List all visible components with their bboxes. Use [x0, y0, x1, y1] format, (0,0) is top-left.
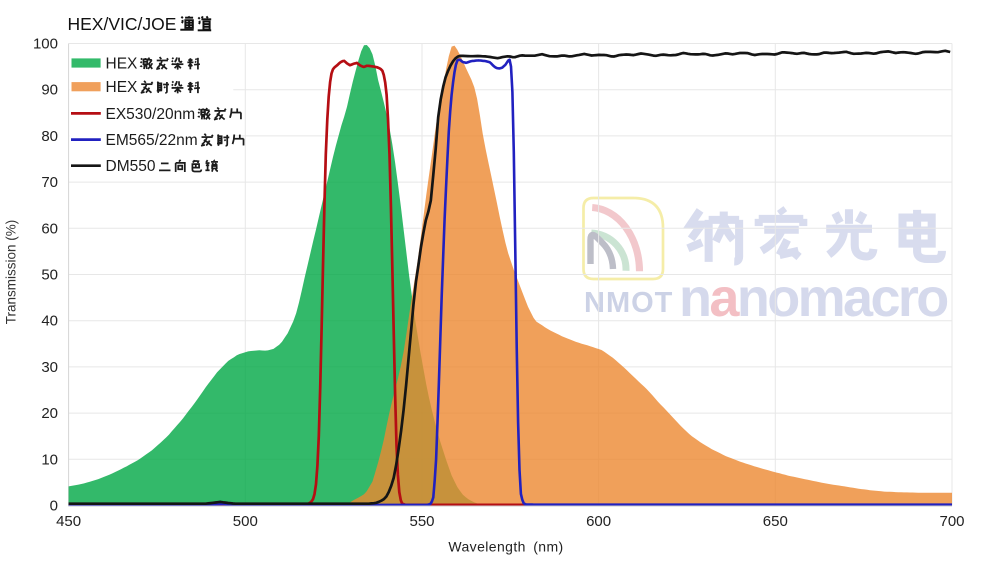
svg-text:50: 50	[41, 267, 58, 284]
svg-text:EM565/22nm: EM565/22nm	[106, 132, 198, 149]
svg-text:600: 600	[586, 513, 611, 530]
svg-text:650: 650	[763, 513, 788, 530]
svg-text:NMOT: NMOT	[584, 287, 673, 319]
svg-text:0: 0	[50, 498, 58, 515]
svg-text:40: 40	[41, 313, 58, 330]
svg-text:nanomacro: nanomacro	[679, 268, 947, 328]
svg-text:EX530/20nm: EX530/20nm	[106, 106, 196, 123]
svg-text:HEX: HEX	[106, 79, 139, 96]
svg-text:Transmission (%): Transmission (%)	[4, 220, 19, 325]
svg-text:550: 550	[409, 513, 434, 530]
svg-text:30: 30	[41, 359, 58, 376]
svg-text:70: 70	[41, 174, 58, 191]
svg-text:100: 100	[33, 36, 58, 53]
svg-text:60: 60	[41, 220, 58, 237]
svg-text:450: 450	[56, 513, 81, 530]
svg-text:DM550: DM550	[106, 158, 156, 175]
svg-text:10: 10	[41, 451, 58, 468]
svg-text:90: 90	[41, 82, 58, 99]
svg-text:20: 20	[41, 405, 58, 422]
svg-text:HEX/VIC/JOE: HEX/VIC/JOE	[68, 14, 177, 34]
svg-text:Wavelength (nm): Wavelength (nm)	[448, 539, 563, 555]
svg-text:80: 80	[41, 128, 58, 145]
svg-text:HEX: HEX	[106, 55, 139, 72]
svg-text:700: 700	[939, 513, 964, 530]
svg-text:500: 500	[233, 513, 258, 530]
